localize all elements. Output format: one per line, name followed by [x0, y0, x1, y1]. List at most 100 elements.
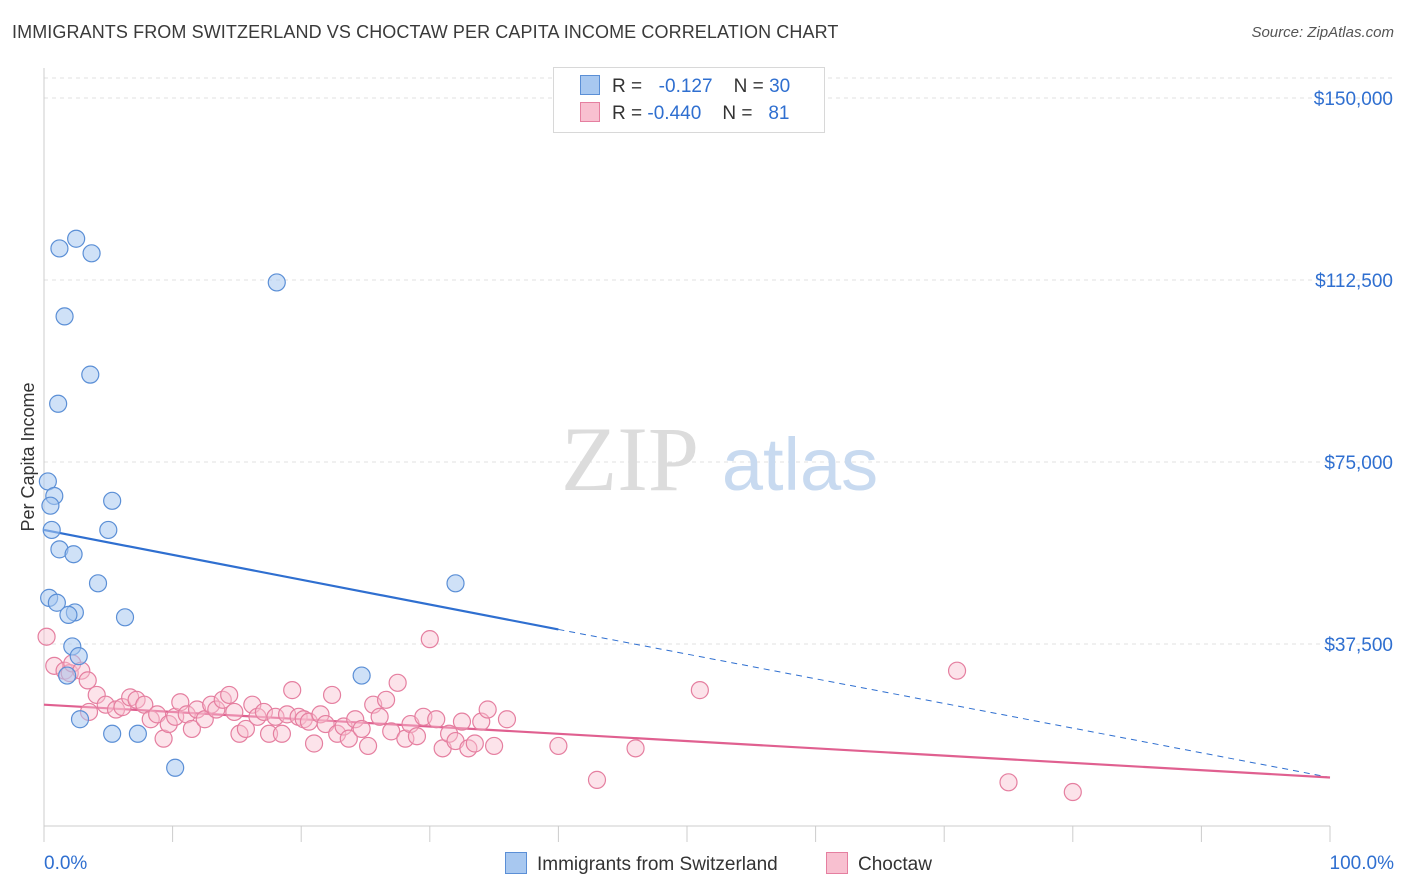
point-switzerland [82, 244, 101, 263]
point-switzerland [69, 647, 88, 666]
trend-lines [43, 528, 1331, 779]
source-label: Source: ZipAtlas.com [1251, 24, 1394, 41]
point-choctaw [626, 739, 645, 758]
point-choctaw [376, 690, 396, 709]
grid-lines [44, 77, 1394, 645]
point-switzerland [166, 758, 185, 777]
legend-n-label: N = [733, 76, 764, 97]
point-choctaw [187, 700, 207, 719]
point-choctaw [407, 727, 427, 746]
point-choctaw [346, 710, 365, 729]
trend-line-switzerland-extension [558, 628, 1331, 778]
y-tick-label: $75,000 [1324, 453, 1393, 474]
point-choctaw [207, 700, 226, 719]
legend-label-choctaw: Choctaw [858, 854, 932, 875]
point-choctaw [37, 627, 56, 646]
point-choctaw [148, 705, 167, 724]
point-choctaw [478, 700, 497, 719]
point-switzerland [99, 520, 118, 540]
legend-r-value: -0.440 [647, 103, 702, 124]
point-switzerland [41, 496, 60, 515]
legend-swatch-switzerland [580, 75, 600, 95]
point-choctaw [182, 719, 201, 739]
point-choctaw [388, 673, 407, 692]
point-switzerland [50, 239, 69, 258]
point-choctaw [1063, 782, 1082, 802]
legend-n-value: 30 [769, 76, 791, 97]
point-choctaw [283, 681, 302, 700]
point-choctaw [45, 656, 64, 675]
legend-swatch-switzerland [505, 852, 527, 874]
point-switzerland [42, 520, 61, 540]
legend-row-switzerland: R = -0.127 N = 30 [580, 75, 790, 101]
watermark: ZIP atlas [561, 408, 878, 510]
point-switzerland [446, 574, 465, 593]
legend-label-switzerland: Immigrants from Switzerland [537, 854, 778, 875]
legend-item-choctaw: Choctaw [826, 852, 932, 876]
point-choctaw [465, 734, 484, 753]
point-switzerland [128, 724, 147, 743]
point-switzerland [59, 605, 78, 624]
point-switzerland [55, 307, 74, 326]
axes [43, 68, 1331, 842]
point-switzerland [70, 710, 90, 729]
y-axis-label: Per Capita Income [18, 382, 38, 531]
point-choctaw [485, 736, 504, 756]
watermark-zip: ZIP [561, 408, 699, 510]
point-choctaw [328, 724, 347, 743]
trend-line-choctaw [43, 703, 1331, 779]
point-choctaw [159, 714, 178, 734]
legend-r-label: R = [612, 103, 643, 124]
point-switzerland [115, 608, 135, 627]
legend-n-value: 81 [768, 103, 790, 124]
point-choctaw [220, 685, 239, 705]
legend-r-label: R = [612, 76, 643, 97]
point-choctaw [947, 661, 967, 680]
point-choctaw [311, 705, 330, 724]
chart-title: IMMIGRANTS FROM SWITZERLAND VS CHOCTAW P… [12, 22, 839, 42]
point-choctaw [78, 671, 97, 690]
point-choctaw [549, 736, 568, 756]
point-switzerland [49, 394, 68, 413]
point-choctaw [339, 729, 358, 748]
point-switzerland [103, 724, 122, 743]
point-choctaw [382, 722, 401, 741]
y-tick-label: $150,000 [1314, 89, 1393, 110]
point-switzerland [267, 273, 286, 292]
legend-item-switzerland: Immigrants from Switzerland [505, 852, 778, 876]
point-choctaw [999, 773, 1018, 792]
point-switzerland [67, 229, 86, 248]
point-switzerland [64, 545, 83, 564]
legend-swatch-choctaw [580, 102, 600, 122]
point-switzerland [88, 574, 108, 593]
point-choctaw [497, 710, 517, 729]
point-choctaw [277, 705, 297, 724]
point-choctaw [352, 719, 371, 739]
point-switzerland [58, 666, 77, 685]
legend-r-value: -0.127 [658, 76, 713, 97]
point-choctaw [225, 702, 244, 722]
x-tick-label: 100.0% [1330, 853, 1395, 874]
point-choctaw [316, 714, 335, 734]
correlation-legend: R = -0.127 N = 30 R = -0.440 N = 81 [553, 67, 825, 133]
point-choctaw [236, 719, 256, 739]
point-choctaw [322, 685, 342, 705]
point-choctaw [266, 707, 285, 726]
point-choctaw [452, 712, 472, 731]
watermark-atlas: atlas [722, 423, 878, 506]
point-choctaw [202, 695, 221, 714]
legend-n-label: N = [722, 103, 753, 124]
trend-line-switzerland [43, 528, 559, 631]
tick-labels: $37,500 $75,000 $112,500 $150,000 0.0% 100.0%… [18, 89, 1394, 874]
point-choctaw [420, 630, 439, 649]
data-points [37, 229, 1082, 802]
legend-row-choctaw: R = -0.440 N = 81 [580, 102, 789, 128]
point-choctaw [370, 707, 389, 726]
point-choctaw [259, 724, 279, 743]
x-tick-label: 0.0% [44, 853, 87, 874]
point-choctaw [587, 770, 607, 789]
point-choctaw [254, 702, 274, 722]
y-tick-label: $112,500 [1315, 271, 1393, 292]
point-choctaw [304, 734, 324, 753]
